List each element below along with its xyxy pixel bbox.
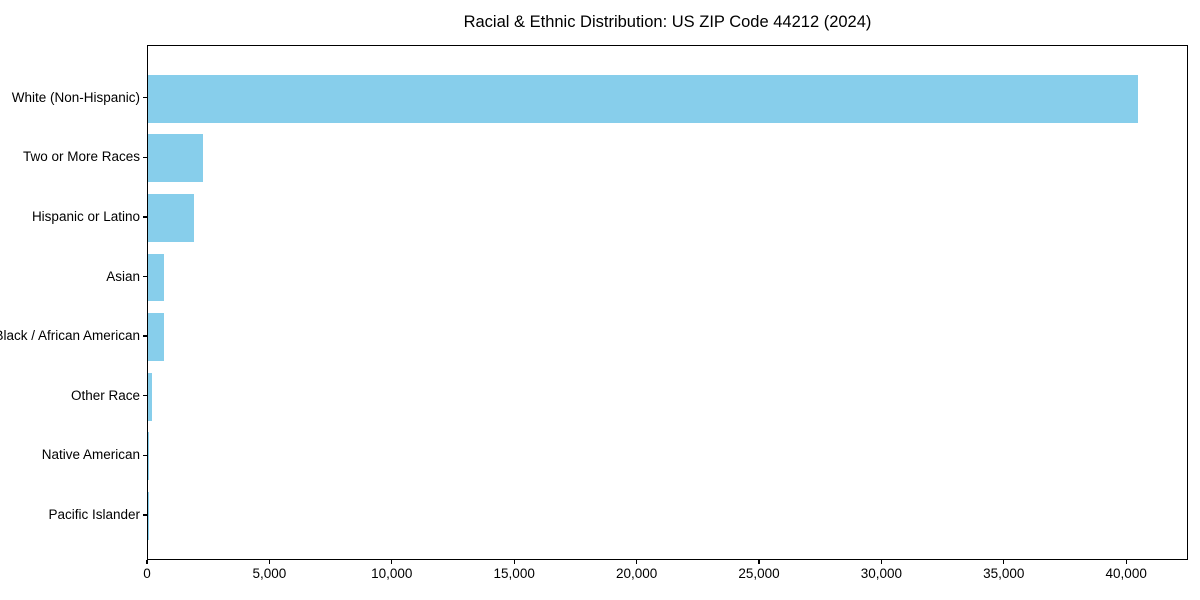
x-tick-label: 40,000 — [1105, 566, 1147, 581]
y-tick-label: Black / African American — [0, 328, 140, 344]
x-tick-mark — [880, 560, 883, 564]
bar — [148, 134, 203, 183]
y-tick-label: Hispanic or Latino — [31, 208, 140, 224]
x-tick-mark — [513, 560, 515, 564]
bar — [148, 372, 152, 421]
y-tick-label: Pacific Islander — [48, 506, 140, 522]
y-axis-labels: White (Non-Hispanic) Two or More Races His… — [0, 45, 140, 560]
y-tick-label: Asian — [106, 268, 140, 284]
bar — [148, 432, 149, 481]
bar — [148, 313, 164, 361]
x-tick-label: 25,000 — [738, 566, 780, 581]
x-tick-label: 20,000 — [615, 566, 658, 581]
y-tick-mark — [143, 216, 147, 218]
y-tick-label: Two or More Races — [22, 149, 140, 165]
y-tick-mark — [143, 275, 147, 278]
x-tick-mark — [391, 560, 393, 564]
y-tick-label: Native American — [41, 447, 140, 463]
bar — [148, 253, 164, 302]
y-tick-mark — [143, 156, 147, 158]
x-tick-label: 5,000 — [252, 566, 287, 581]
y-tick-mark — [143, 454, 147, 456]
y-tick-label: Other Race — [70, 387, 140, 403]
x-tick-label: 30,000 — [860, 566, 903, 581]
x-tick-mark — [268, 560, 271, 564]
x-tick-mark — [635, 560, 638, 564]
y-tick-mark — [143, 335, 147, 337]
y-tick-mark — [143, 97, 147, 99]
bar — [148, 74, 1138, 123]
x-tick-label: 10,000 — [371, 566, 413, 581]
x-tick-mark — [1125, 560, 1127, 564]
x-tick-mark — [758, 560, 760, 564]
plot-area — [147, 45, 1188, 560]
bar — [148, 194, 195, 242]
x-tick-mark — [146, 560, 148, 564]
x-tick-label: 15,000 — [493, 566, 535, 581]
x-tick-mark — [1003, 560, 1005, 564]
chart-title: Racial & Ethnic Distribution: US ZIP Cod… — [463, 13, 872, 31]
y-tick-label: White (Non-Hispanic) — [11, 89, 140, 105]
x-tick-label: 35,000 — [983, 566, 1025, 581]
y-tick-mark — [143, 514, 147, 516]
y-tick-mark — [143, 395, 147, 397]
x-tick-label: 0 — [143, 566, 151, 581]
